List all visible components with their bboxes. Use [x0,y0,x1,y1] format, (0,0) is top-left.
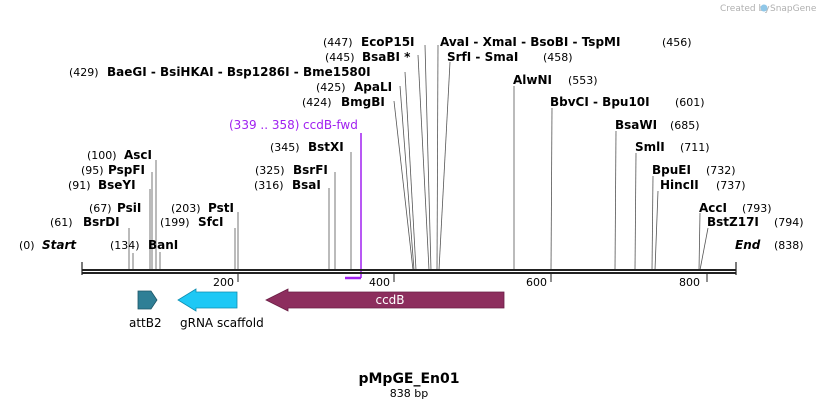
site-bseyi-position: (91) [68,179,91,192]
site-ecop15i-position: (447) [323,36,353,49]
site-hincii-position: (737) [716,179,746,192]
end-label: End [735,238,761,252]
site-bsrfi-name[interactable]: BsrFI [293,163,328,177]
site-apali-name[interactable]: ApaLI [354,80,392,94]
site-bpuei-position: (732) [706,164,736,177]
site-bstz17i-name[interactable]: BstZ17I [707,215,759,229]
site-bmgbi-name[interactable]: BmgBI [341,95,385,109]
site-baegi-position: (429) [69,66,99,79]
site-acci-position: (793) [742,202,772,215]
site-psti-position: (203) [171,202,201,215]
feature-grna-scaffold-arrow[interactable] [177,288,238,312]
site-psti-name[interactable]: PstI [208,201,234,215]
feature-ccdb-arrow[interactable] [265,288,505,312]
site-bmgbi-position: (424) [302,96,332,109]
site-leader-lines [128,44,709,271]
site-asci-name[interactable]: AscI [124,148,152,162]
tick-label-400: 400 [369,276,390,289]
site-bbvci-names[interactable]: BbvCI - Bpu10I [550,95,650,109]
site-sfci-name[interactable]: SfcI [198,215,223,229]
site-acci-name[interactable]: AccI [699,201,727,215]
site-bstxi-position: (345) [270,141,300,154]
ruler-ticks [237,274,708,282]
primer-range: (339 .. 358) [229,118,299,132]
site-bseyi-name[interactable]: BseYI [98,178,136,192]
feature-grna-scaffold-label: gRNA scaffold [180,316,264,330]
feature-ccdb-label: ccdB [375,293,404,307]
site-pspfi-position: (95) [81,164,104,177]
site-srfi-names[interactable]: SrfI - SmaI [447,50,518,64]
site-sfci-position: (199) [160,216,190,229]
start-position: (0) [19,239,35,252]
site-apali-position: (425) [316,81,346,94]
site-alwni-position: (553) [568,74,598,87]
site-pspfi-name[interactable]: PspFI [108,163,145,177]
plasmid-size: 838 bp [390,387,428,400]
credit-text: Created by [720,4,770,14]
primer-name[interactable]: ccdB-fwd [303,118,358,132]
site-baegi-names[interactable]: BaeGI - BsiHKAI - Bsp1286I - Bme1580I [107,65,371,79]
site-bpuei-name[interactable]: BpuEI [652,163,691,177]
plasmid-title: pMpGE_En01 [358,371,459,387]
site-ecop15i-name[interactable]: EcoP15I [361,35,415,49]
site-bani-position: (134) [110,239,140,252]
site-alwni-name[interactable]: AlwNI [513,73,552,87]
site-bstxi-name[interactable]: BstXI [308,140,344,154]
site-srfi-position: (458) [543,51,573,64]
site-bsabi-position: (445) [325,51,355,64]
tick-label-200: 200 [213,276,234,289]
end-position: (838) [774,239,804,252]
site-bsrdi-name[interactable]: BsrDI [83,215,120,229]
credit-brand: SnapGene [770,4,817,14]
site-bani-name[interactable]: BanI [148,238,178,252]
site-asci-position: (100) [87,149,117,162]
start-label: Start [42,238,77,252]
site-bsabi-name[interactable]: BsaBI * [362,50,411,64]
site-avai-names[interactable]: AvaI - XmaI - BsoBI - TspMI [440,35,620,49]
site-bsawi-name[interactable]: BsaWI [615,118,657,132]
site-avai-position: (456) [662,36,692,49]
snapgene-logo-icon [760,4,768,12]
tick-label-600: 600 [526,276,547,289]
site-smli-name[interactable]: SmlI [635,140,665,154]
site-psii-name[interactable]: PsiI [117,201,141,215]
site-bstz17i-position: (794) [774,216,804,229]
site-bsawi-position: (685) [670,119,700,132]
site-bbvci-position: (601) [675,96,705,109]
feature-attb2-arrow[interactable] [137,290,158,310]
site-bsrfi-position: (325) [255,164,285,177]
feature-attb2-label: attB2 [129,316,162,330]
site-bsai-position: (316) [254,179,284,192]
site-bsrdi-position: (61) [50,216,73,229]
site-psii-position: (67) [89,202,112,215]
site-bsai-name[interactable]: BsaI [292,178,321,192]
tick-label-800: 800 [679,276,700,289]
site-smli-position: (711) [680,141,710,154]
site-hincii-name[interactable]: HincII [660,178,699,192]
